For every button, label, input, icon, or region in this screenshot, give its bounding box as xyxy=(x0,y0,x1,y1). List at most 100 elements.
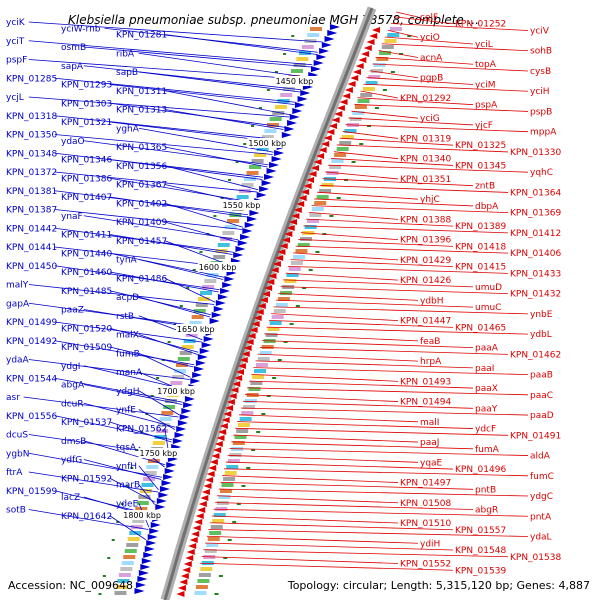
reverse-gene-label[interactable]: KPN_01462 xyxy=(510,350,561,360)
reverse-gene-label[interactable]: umuD xyxy=(475,283,502,293)
forward-gene-label[interactable]: KPN_01285 xyxy=(6,74,57,84)
forward-gene-label[interactable]: yciT xyxy=(6,37,25,47)
reverse-gene-label[interactable]: ydiH xyxy=(420,539,440,549)
forward-gene-label[interactable]: KPN_01642 xyxy=(61,512,112,522)
forward-gene-label[interactable]: KPN_01281 xyxy=(116,31,167,41)
reverse-gene-label[interactable]: paaJ xyxy=(420,438,439,448)
reverse-gene-label[interactable]: KPN_01429 xyxy=(400,256,451,266)
forward-gene-label[interactable]: ydfG xyxy=(61,456,82,466)
reverse-gene-label[interactable]: pntA xyxy=(530,512,552,522)
forward-gene-label[interactable]: KPN_01441 xyxy=(6,243,57,253)
reverse-gene-label[interactable]: KPN_01447 xyxy=(400,317,451,327)
forward-gene-label[interactable]: sapB xyxy=(116,68,138,78)
forward-gene-label[interactable]: marB xyxy=(116,481,140,491)
forward-gene-label[interactable]: ynfH xyxy=(116,462,137,472)
forward-gene-label[interactable]: pspF xyxy=(6,56,27,66)
forward-gene-label[interactable]: KPN_01599 xyxy=(6,487,57,497)
reverse-gene-label[interactable]: KPN_01508 xyxy=(400,499,451,509)
reverse-gene-label[interactable]: yhjC xyxy=(420,195,440,205)
forward-gene-label[interactable]: ydgI xyxy=(61,362,80,372)
reverse-gene-label[interactable]: yciH xyxy=(530,87,550,97)
forward-gene-label[interactable]: sotB xyxy=(6,506,26,516)
reverse-gene-label[interactable]: KPN_01497 xyxy=(400,479,451,489)
forward-gene-label[interactable]: tynA xyxy=(116,256,138,266)
reverse-gene-label[interactable]: KPN_01325 xyxy=(455,141,506,151)
forward-gene-label[interactable]: KPN_01293 xyxy=(61,81,112,91)
reverse-gene-label[interactable]: KPN_01364 xyxy=(510,188,561,198)
reverse-gene-label[interactable]: KPN_01496 xyxy=(455,465,506,475)
reverse-gene-label[interactable]: KPN_01252 xyxy=(455,20,506,30)
reverse-gene-label[interactable]: acnA xyxy=(420,53,443,63)
forward-gene-label[interactable]: KPN_01321 xyxy=(61,118,112,128)
reverse-gene-label[interactable]: KPN_01432 xyxy=(510,290,561,300)
reverse-gene-label[interactable]: ydbL xyxy=(530,330,552,340)
reverse-gene-label[interactable]: KPN_01319 xyxy=(400,134,451,144)
forward-gene-label[interactable]: KPN_01346 xyxy=(61,156,112,166)
forward-gene-label[interactable]: KPN_01402 xyxy=(116,199,167,209)
reverse-gene-label[interactable]: KPN_01340 xyxy=(400,155,451,165)
forward-gene-label[interactable]: asr xyxy=(6,393,20,403)
forward-gene-label[interactable]: tqsA xyxy=(116,443,137,453)
reverse-gene-label[interactable]: KPN_01351 xyxy=(400,175,451,185)
reverse-gene-label[interactable]: paaD xyxy=(530,411,554,421)
reverse-gene-label[interactable]: yqhC xyxy=(530,168,553,178)
reverse-gene-label[interactable]: KPN_01539 xyxy=(455,566,506,576)
reverse-gene-label[interactable]: zntB xyxy=(475,182,495,192)
forward-gene-label[interactable]: KPN_01457 xyxy=(116,237,167,247)
forward-gene-label[interactable]: KPN_01556 xyxy=(6,412,57,422)
reverse-gene-label[interactable]: topA xyxy=(475,60,497,70)
reverse-gene-label[interactable]: feaB xyxy=(420,337,440,347)
forward-gene-label[interactable]: yciK xyxy=(6,18,26,28)
reverse-gene-label[interactable]: dbpA xyxy=(475,202,499,212)
reverse-gene-label[interactable]: KPN_01557 xyxy=(455,526,506,536)
reverse-gene-label[interactable]: pspB xyxy=(530,107,552,117)
forward-gene-label[interactable]: KPN_01442 xyxy=(6,224,57,234)
forward-gene-label[interactable]: ynaF xyxy=(61,212,83,222)
forward-gene-label[interactable]: abgA xyxy=(61,381,85,391)
reverse-gene-label[interactable]: KPN_01418 xyxy=(455,242,506,252)
reverse-gene-label[interactable]: yciO xyxy=(420,33,440,43)
reverse-gene-label[interactable]: pspA xyxy=(475,101,498,111)
reverse-gene-label[interactable]: aldA xyxy=(530,452,551,462)
forward-gene-label[interactable]: KPN_01356 xyxy=(116,162,167,172)
forward-gene-label[interactable]: KPN_01486 xyxy=(116,274,167,284)
forward-gene-label[interactable]: KPN_01460 xyxy=(61,268,112,278)
forward-gene-label[interactable]: KPN_01350 xyxy=(6,131,57,141)
forward-gene-label[interactable]: KPN_01381 xyxy=(6,187,57,197)
forward-gene-label[interactable]: KPN_01411 xyxy=(61,231,112,241)
forward-gene-label[interactable]: paaZ xyxy=(61,306,84,316)
reverse-gene-label[interactable]: KPN_01389 xyxy=(455,222,506,232)
forward-gene-label[interactable]: malX xyxy=(116,331,139,341)
reverse-gene-label[interactable]: KPN_01493 xyxy=(400,377,451,387)
reverse-gene-label[interactable]: paaX xyxy=(475,384,498,394)
forward-gene-label[interactable]: KPN_01450 xyxy=(6,262,57,272)
forward-gene-label[interactable]: yciW-rnb xyxy=(61,24,101,34)
reverse-gene-label[interactable]: KPN_01292 xyxy=(400,94,451,104)
forward-gene-label[interactable]: KPN_01562 xyxy=(116,424,167,434)
forward-gene-label[interactable]: KPN_01387 xyxy=(6,206,57,216)
forward-gene-label[interactable]: KPN_01592 xyxy=(61,474,112,484)
reverse-gene-label[interactable]: yqaE xyxy=(420,458,443,468)
reverse-gene-label[interactable]: KPN_01330 xyxy=(510,148,561,158)
forward-gene-label[interactable]: yghA xyxy=(116,124,140,134)
forward-gene-label[interactable]: KPN_01313 xyxy=(116,106,167,116)
reverse-gene-label[interactable]: ydcF xyxy=(475,425,496,435)
reverse-gene-label[interactable]: malI xyxy=(420,418,439,428)
reverse-gene-label[interactable]: paaI xyxy=(475,364,494,374)
reverse-gene-label[interactable]: ydgC xyxy=(530,492,553,502)
forward-gene-label[interactable]: ydeE xyxy=(116,499,139,509)
forward-gene-label[interactable]: KPN_01485 xyxy=(61,287,112,297)
forward-gene-label[interactable]: lacZ xyxy=(61,493,80,503)
forward-gene-label[interactable]: malY xyxy=(6,281,29,291)
forward-gene-label[interactable]: KPN_01509 xyxy=(61,343,112,353)
reverse-gene-label[interactable]: KPN_01412 xyxy=(510,229,561,239)
reverse-gene-label[interactable]: KPN_01396 xyxy=(400,236,451,246)
reverse-gene-label[interactable]: KPN_01369 xyxy=(510,209,561,219)
forward-gene-label[interactable]: KPN_01537 xyxy=(61,418,112,428)
reverse-gene-label[interactable]: yjcF xyxy=(475,121,493,131)
forward-gene-label[interactable]: KPN_01367 xyxy=(116,181,167,191)
forward-gene-label[interactable]: gapA xyxy=(6,299,30,309)
forward-gene-label[interactable]: KPN_01348 xyxy=(6,149,57,159)
forward-gene-label[interactable]: KPN_01386 xyxy=(61,174,112,184)
reverse-gene-label[interactable]: paaY xyxy=(475,404,498,414)
